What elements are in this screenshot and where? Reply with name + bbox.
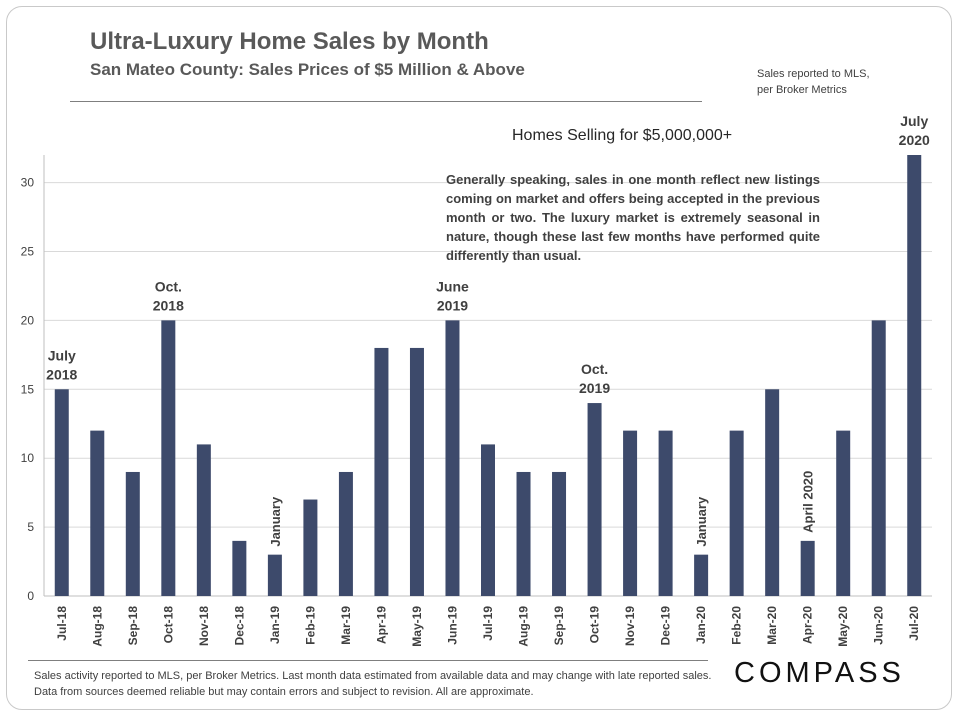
x-tick-label: Apr-19 <box>374 606 388 644</box>
x-tick-label: Nov-19 <box>623 606 637 646</box>
bar <box>196 444 211 596</box>
x-tick-label: Feb-19 <box>303 606 317 645</box>
bar <box>409 347 424 596</box>
y-tick-label: 10 <box>21 451 35 465</box>
y-tick-label: 0 <box>27 589 34 603</box>
source-line-2: per Broker Metrics <box>757 84 847 96</box>
bar <box>552 471 567 596</box>
page-subtitle: San Mateo County: Sales Prices of $5 Mil… <box>90 60 525 79</box>
x-tick-label: May-19 <box>410 606 424 647</box>
bar <box>54 389 69 596</box>
x-tick-label: Jul-19 <box>481 606 495 641</box>
bar-annotation: July <box>900 113 928 129</box>
bar <box>516 471 531 596</box>
bar-annotation: 2019 <box>579 380 610 396</box>
header-divider <box>70 101 702 102</box>
bar-annotation: Oct. <box>581 361 608 377</box>
x-tick-label: Apr-20 <box>801 606 815 644</box>
bar <box>374 347 389 596</box>
x-tick-label: Jun-20 <box>872 606 886 645</box>
y-tick-label: 20 <box>21 313 35 327</box>
bar-annotation: 2018 <box>46 366 77 382</box>
x-tick-label: Dec-19 <box>659 606 673 646</box>
footer-divider <box>28 660 708 661</box>
bar <box>765 389 780 596</box>
bar <box>836 430 851 596</box>
bar <box>445 320 460 596</box>
chart-title: Homes Selling for $5,000,000+ <box>512 127 733 144</box>
bar <box>161 320 176 596</box>
x-tick-label: Mar-20 <box>765 606 779 645</box>
bar <box>481 444 495 596</box>
bar-annotation: 2020 <box>899 132 930 148</box>
bar <box>658 430 673 596</box>
x-tick-label: Oct-19 <box>588 606 602 644</box>
commentary-note: Generally speaking, sales in one month r… <box>446 172 820 263</box>
bar-annotation: Oct. <box>155 278 182 294</box>
x-tick-label: Sep-19 <box>552 606 566 646</box>
y-tick-label: 30 <box>21 176 35 190</box>
bar-annotation: April 2020 <box>801 471 816 533</box>
source-line-1: Sales reported to MLS, <box>757 68 870 80</box>
x-tick-label: Mar-19 <box>339 606 353 645</box>
x-tick-label: Aug-19 <box>517 606 531 647</box>
bar-annotation: January <box>268 496 283 547</box>
x-tick-label: Sep-18 <box>126 606 140 646</box>
bar <box>800 540 815 596</box>
bar-annotation: June <box>436 278 469 294</box>
y-tick-label: 25 <box>21 244 35 258</box>
x-tick-label: Jun-19 <box>445 606 459 645</box>
source-note: Sales reported to MLS, per Broker Metric… <box>757 66 870 98</box>
bar <box>90 430 105 596</box>
bar <box>125 471 140 596</box>
x-tick-label: Aug-18 <box>90 606 104 647</box>
bar <box>303 499 318 596</box>
bar-annotation: 2019 <box>437 297 468 313</box>
x-tick-label: Jul-20 <box>907 606 921 641</box>
bar <box>267 554 282 596</box>
footer-disclaimer: Sales activity reported to MLS, per Brok… <box>34 670 712 698</box>
y-tick-label: 5 <box>27 520 34 534</box>
x-tick-label: Feb-20 <box>730 606 744 645</box>
y-tick-label: 15 <box>21 382 35 396</box>
bar <box>907 155 922 596</box>
x-tick-label: Dec-18 <box>232 606 246 646</box>
bar <box>623 430 638 596</box>
x-tick-label: Jul-18 <box>55 606 69 641</box>
compass-logo: COMPASS <box>734 657 905 689</box>
bar-annotation: January <box>694 496 709 547</box>
x-tick-label: Oct-18 <box>161 606 175 644</box>
x-tick-label: Jan-20 <box>694 606 708 644</box>
page-title: Ultra-Luxury Home Sales by Month <box>90 28 489 55</box>
bar-annotation: 2018 <box>153 297 184 313</box>
bar <box>587 403 602 596</box>
bar <box>694 554 709 596</box>
x-tick-label: Nov-18 <box>197 606 211 646</box>
bar <box>729 430 744 596</box>
bar <box>232 540 247 596</box>
bar-annotation: July <box>48 347 76 363</box>
x-tick-label: May-20 <box>836 606 850 647</box>
bar <box>871 320 886 596</box>
x-tick-label: Jan-19 <box>268 606 282 644</box>
bar <box>338 471 353 596</box>
